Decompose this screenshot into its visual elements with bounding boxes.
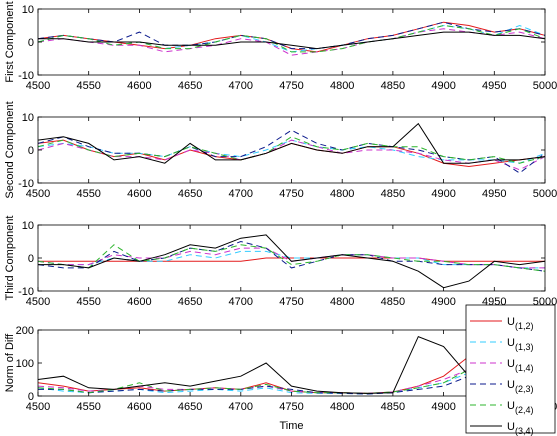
legend-label: U(2,3) [507,379,533,394]
x-tick-label: 4500 [26,401,50,413]
series-line-third-3 [38,240,545,272]
y-tick-label: 10 [22,220,34,232]
series-line-bottom-3 [38,375,545,395]
y-axis-label: First Component [4,1,16,82]
x-tick-label: 4850 [381,80,405,92]
x-tick-label: 4600 [127,296,151,308]
x-tick-label: 4700 [229,296,253,308]
y-tick-label: 10 [22,4,34,16]
x-tick-label: 4900 [431,188,455,200]
series-line-second-2 [38,139,545,171]
x-tick-label: 4800 [330,188,354,200]
series-line-top-3 [38,21,545,50]
y-tick-label: 0 [28,253,34,265]
x-tick-label: 4900 [431,296,455,308]
x-tick-label: 4950 [482,188,506,200]
x-tick-label: 4550 [76,80,100,92]
x-axis-label: Time [279,420,303,432]
x-tick-label: 5000 [533,80,557,92]
x-tick-label: 4600 [127,188,151,200]
x-tick-label: 5000 [533,188,557,200]
y-tick-label: 0 [28,37,34,49]
series-line-top-5 [38,31,545,50]
series-line-bottom-4 [38,369,545,394]
legend-label: U(1,3) [507,337,533,352]
series-line-top-0 [38,21,545,53]
series-line-third-5 [38,234,545,289]
series-line-second-5 [38,122,545,164]
y-axis-label: Norm of Diff [4,333,16,392]
x-tick-label: 4600 [127,401,151,413]
x-tick-label: 4750 [279,80,303,92]
x-tick-label: 4600 [127,80,151,92]
x-tick-label: 4650 [178,80,202,92]
x-tick-label: 4550 [76,188,100,200]
y-axis-label: Second Component [4,101,16,198]
x-tick-label: 4750 [279,296,303,308]
x-tick-label: 4900 [431,401,455,413]
x-tick-label: 4650 [178,188,202,200]
legend-label: U(1,2) [507,316,533,331]
series-line-third-4 [38,244,545,272]
panel-top: 4500 4550 4600 4650 4700 4750 4800 4850 4900 4950… [4,1,557,92]
y-tick-label: 0 [28,391,34,403]
series-line-bottom-5 [38,335,545,394]
x-tick-label: 4900 [431,80,455,92]
x-tick-label: 4750 [279,188,303,200]
legend: U(1,2) U(1,3) U(1,4) U(2,3) U(2,4) U(3,4) [465,304,556,436]
series-line-third-0 [38,257,545,262]
y-tick-label: -10 [18,178,34,190]
legend-label: U(3,4) [507,421,533,436]
panel-second: 4500 4550 4600 4650 4700 4750 4800 4850 4900 4950… [4,101,557,200]
x-tick-label: 4950 [482,80,506,92]
series-line-second-4 [38,136,545,164]
legend-label: U(2,4) [507,400,533,415]
x-tick-label: 4500 [26,188,50,200]
y-tick-label: 10 [22,112,34,124]
y-tick-label: -10 [18,70,34,82]
x-tick-label: 4850 [381,296,405,308]
x-tick-label: 4700 [229,401,253,413]
x-tick-label: 4500 [26,80,50,92]
x-tick-label: 4800 [330,296,354,308]
x-tick-label: 4650 [178,401,202,413]
y-tick-label: 100 [16,358,34,370]
x-tick-label: 4500 [26,296,50,308]
y-tick-label: 0 [28,145,34,157]
axes-frame-second [37,116,546,184]
series-line-third-1 [38,250,545,269]
panel-third: 4500 4550 4600 4650 4700 4750 4800 4850 4900 4950… [4,216,557,309]
series-line-top-2 [38,28,545,56]
y-tick-label: -10 [18,286,34,298]
legend-frame [465,304,556,434]
x-tick-label: 4550 [76,401,100,413]
x-tick-label: 4800 [330,80,354,92]
x-tick-label: 4850 [381,188,405,200]
x-tick-label: 4700 [229,188,253,200]
x-tick-label: 4850 [381,401,405,413]
x-tick-label: 4800 [330,401,354,413]
y-tick-label: 200 [16,325,34,337]
y-axis-label: Third Component [4,216,16,301]
x-tick-label: 4650 [178,296,202,308]
series-line-second-0 [38,139,545,168]
series-line-top-4 [38,24,545,53]
x-tick-label: 4750 [279,401,303,413]
series-line-top-1 [38,24,545,53]
x-tick-label: 4550 [76,296,100,308]
legend-label: U(1,4) [507,358,533,373]
x-tick-label: 4700 [229,80,253,92]
